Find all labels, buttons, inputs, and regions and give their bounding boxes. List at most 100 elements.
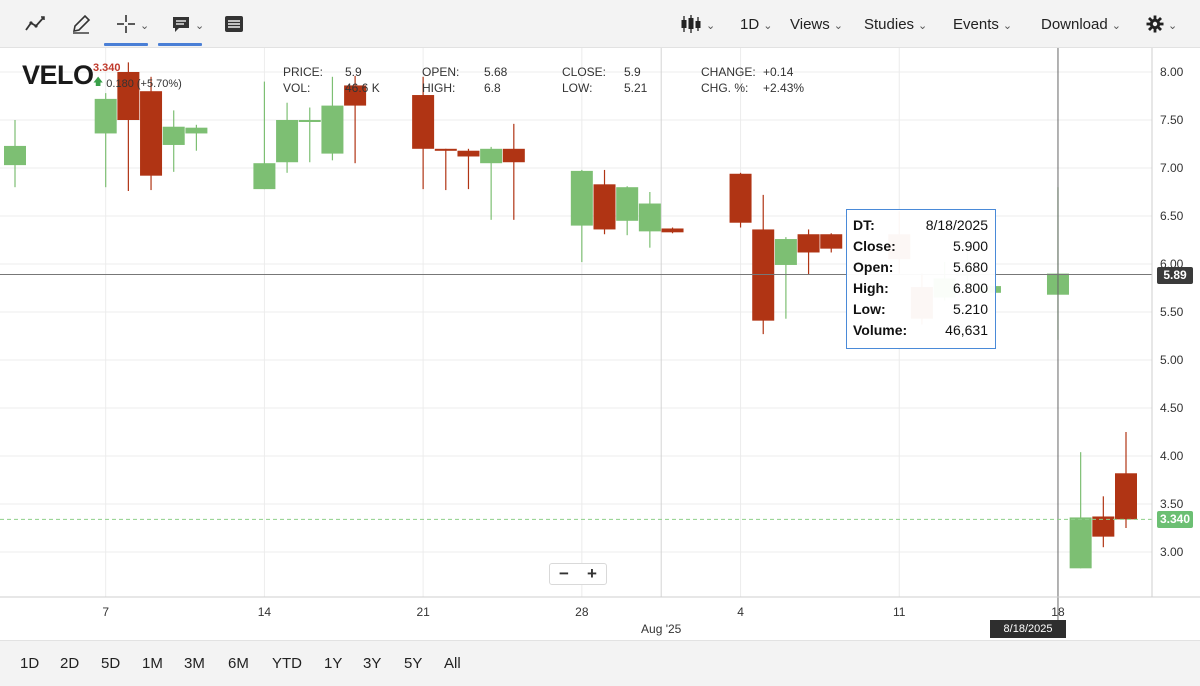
tooltip-key: DT:	[853, 217, 875, 233]
range-all-button[interactable]: All	[444, 655, 461, 672]
chevron-down-icon: ⌄	[1168, 20, 1178, 32]
candle	[661, 227, 684, 234]
candle-body	[570, 170, 593, 226]
x-tick-label: 18	[1051, 605, 1065, 619]
range-1m-button[interactable]: 1M	[142, 655, 163, 672]
chevron-down-icon: ⌄	[918, 20, 928, 32]
y-tick-label: 4.50	[1160, 401, 1184, 415]
candle-body	[616, 187, 639, 221]
gear-icon	[1146, 15, 1164, 33]
news-tool[interactable]	[224, 0, 246, 48]
candle	[276, 102, 299, 173]
download-menu[interactable]: Download ⌄	[1041, 0, 1121, 48]
candle	[1115, 432, 1137, 528]
candle-body	[253, 163, 276, 190]
candle	[797, 229, 820, 275]
pencil-icon	[70, 13, 92, 35]
candle-body	[140, 91, 163, 176]
draw-line-tool[interactable]	[24, 0, 50, 48]
crosshair-tool[interactable]: ⌄	[104, 0, 150, 48]
y-tick-label: 5.00	[1160, 353, 1184, 367]
views-menu[interactable]: Views ⌄	[790, 0, 843, 48]
studies-label: Studies	[864, 15, 915, 33]
last-price-tag: 3.340	[1157, 511, 1193, 529]
x-tick-label: 7	[102, 605, 109, 619]
candle-body	[162, 126, 185, 145]
y-tick-label: 7.50	[1160, 113, 1184, 127]
zoom-in-button[interactable]: +	[587, 564, 597, 583]
candle-body	[1115, 473, 1137, 520]
range-1y-button[interactable]: 1Y	[324, 655, 343, 672]
candle	[457, 148, 480, 190]
range-6m-button[interactable]: 6M	[228, 655, 249, 672]
active-tool-indicator	[104, 43, 148, 46]
interval-menu[interactable]: 1D ⌄	[740, 0, 772, 48]
tooltip-row: High: 6.800	[853, 278, 988, 299]
tooltip-key: Close:	[853, 238, 896, 254]
candle	[434, 148, 457, 191]
candle	[729, 172, 752, 228]
candle	[820, 233, 843, 253]
chevron-down-icon: ⌄	[833, 20, 843, 32]
active-tool-indicator	[158, 43, 202, 46]
y-tick-label: 5.50	[1160, 305, 1184, 319]
events-label: Events	[953, 15, 999, 33]
y-tick-label: 3.00	[1160, 545, 1184, 559]
close-label: CLOSE:	[562, 65, 606, 79]
candlestick-chart[interactable]: 8.007.507.006.506.005.505.004.504.003.50…	[0, 48, 1200, 638]
candle-body	[344, 85, 367, 106]
candle-body	[321, 105, 344, 154]
range-5y-button[interactable]: 5Y	[404, 655, 423, 672]
settings-button[interactable]: ⌄	[1146, 0, 1184, 48]
chgpct-value: +2.43%	[763, 81, 804, 95]
chevron-down-icon: ⌄	[706, 20, 716, 32]
comment-tool[interactable]: ⌄	[158, 0, 205, 48]
studies-menu[interactable]: Studies ⌄	[864, 0, 927, 48]
range-ytd-button[interactable]: YTD	[272, 655, 302, 672]
y-tick-label: 8.00	[1160, 65, 1184, 79]
y-tick-label: 4.00	[1160, 449, 1184, 463]
candle-body	[638, 203, 661, 232]
x-tick-label: 14	[258, 605, 272, 619]
tooltip-key: Low:	[853, 301, 886, 317]
low-value: 5.21	[624, 81, 648, 95]
candle-body	[502, 148, 525, 163]
annotate-tool[interactable]	[70, 0, 94, 48]
y-tick-label: 3.50	[1160, 497, 1184, 511]
y-tick-label: 7.00	[1160, 161, 1184, 175]
chevron-down-icon: ⌄	[763, 20, 773, 32]
chart-type-button[interactable]: ⌄	[680, 0, 722, 48]
interval-label: 1D	[740, 15, 760, 33]
range-2d-button[interactable]: 2D	[60, 655, 80, 672]
range-1d-button[interactable]: 1D	[20, 655, 40, 672]
zoom-out-button[interactable]: −	[559, 564, 569, 583]
candle	[502, 123, 525, 220]
candle	[94, 93, 117, 188]
range-3m-button[interactable]: 3M	[184, 655, 205, 672]
tooltip-value: 6.800	[952, 280, 988, 296]
crosshair-icon	[116, 14, 136, 34]
candle	[344, 75, 367, 164]
candle	[117, 62, 140, 192]
chevron-down-icon: ⌄	[1111, 20, 1121, 32]
x-tick-label: 4	[737, 605, 744, 619]
candle	[162, 110, 185, 172]
tooltip-value: 46,631	[945, 322, 988, 338]
candle-body	[1092, 516, 1115, 537]
candle-body	[457, 150, 480, 157]
candle-body	[797, 234, 820, 253]
candle	[774, 237, 797, 319]
range-5d-button[interactable]: 5D	[101, 655, 121, 672]
events-menu[interactable]: Events ⌄	[953, 0, 1012, 48]
chevron-down-icon: ⌄	[195, 20, 205, 32]
candle-body	[593, 184, 616, 230]
open-value: 5.68	[484, 65, 508, 79]
range-3y-button[interactable]: 3Y	[363, 655, 382, 672]
chart-area[interactable]: 8.00 7.50 7.00 6.50 6.00 5.50 5.00 4.50 4.00 3.50…	[0, 48, 1200, 638]
price-change: 🡅 0.180 (+5.70%)	[93, 75, 182, 92]
comment-icon	[171, 14, 191, 34]
candle	[570, 169, 593, 263]
tooltip-key: Open:	[853, 259, 894, 275]
x-tick-label: Aug '25	[641, 622, 682, 636]
chevron-down-icon: ⌄	[140, 20, 150, 32]
